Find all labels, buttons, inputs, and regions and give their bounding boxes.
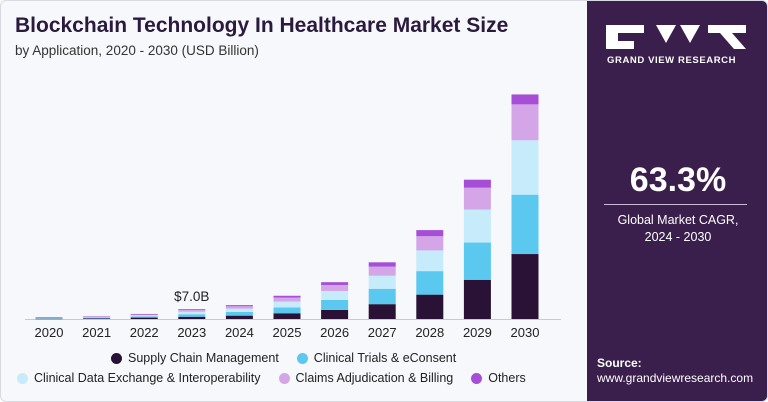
bar-segment — [35, 317, 63, 318]
bar-segment — [511, 104, 539, 141]
bar-segment — [273, 295, 301, 298]
legend-swatch — [17, 372, 28, 384]
bar-segment — [416, 294, 444, 319]
x-tick-label: 2022 — [130, 325, 159, 340]
x-tick-label: 2023 — [177, 325, 206, 340]
legend-swatch — [471, 372, 483, 384]
bar-segment — [463, 179, 491, 188]
data-label: $7.0B — [174, 289, 209, 304]
legend-item: Supply Chain Management — [111, 351, 279, 365]
x-tick-label: 2028 — [415, 325, 444, 340]
x-tick-label: 2030 — [511, 325, 540, 340]
bar-segment — [225, 312, 253, 316]
bar-segment — [511, 254, 539, 319]
bar-segment — [178, 316, 206, 319]
x-tick-label: 2029 — [463, 325, 492, 340]
legend-label: Claims Adjudication & Billing — [295, 371, 454, 385]
x-tick-label: 2025 — [273, 325, 302, 340]
bar-segment — [178, 309, 206, 311]
bar-segment — [368, 266, 396, 276]
bar-segment — [273, 307, 301, 314]
brand-name: GRAND VIEW RESEARCH — [607, 55, 737, 66]
bar-segment — [178, 311, 206, 315]
bar-segment — [511, 140, 539, 195]
bar-segment — [273, 297, 301, 302]
legend-row: Clinical Data Exchange & Interoperabilit… — [17, 371, 544, 387]
grand-view-research-logo — [606, 25, 746, 49]
bar-segment — [225, 308, 253, 312]
bar-segment — [83, 317, 111, 319]
bar-segment — [130, 315, 158, 317]
chart-subtitle: by Application, 2020 - 2030 (USD Billion… — [15, 43, 259, 58]
bar-segment — [416, 236, 444, 251]
bar-segment — [463, 242, 491, 280]
legend-label: Others — [488, 371, 526, 385]
bar-segment — [368, 288, 396, 305]
x-tick-label: 2027 — [368, 325, 397, 340]
bar-segment — [178, 310, 206, 312]
legend-item: Clinical Data Exchange & Interoperabilit… — [17, 371, 261, 385]
x-tick-label: 2026 — [320, 325, 349, 340]
bar-segment — [130, 317, 158, 319]
legend-item: Claims Adjudication & Billing — [278, 371, 454, 385]
bar-segment — [368, 262, 396, 267]
bar-segment — [83, 318, 111, 319]
legend-item: Others — [471, 371, 526, 385]
info-panel — [587, 1, 767, 401]
bar-segment — [83, 317, 111, 318]
bar-segment — [178, 314, 206, 317]
bar-segment — [83, 316, 111, 318]
cagr-value: 63.3% — [629, 161, 727, 199]
legend-swatch — [111, 352, 122, 364]
bar-segment — [321, 282, 349, 285]
bar-segment — [273, 313, 301, 319]
bar-segment — [511, 194, 539, 255]
legend-swatch — [296, 352, 308, 364]
bar-segment — [463, 209, 491, 243]
chart-title: Blockchain Technology In Healthcare Mark… — [15, 14, 509, 37]
legend-label: Clinical Data Exchange & Interoperabilit… — [34, 371, 261, 385]
bar-segment — [511, 94, 539, 105]
bar-segment — [463, 279, 491, 319]
bar-segment — [35, 318, 63, 320]
legend-row: Supply Chain Management Clinical Trials &… — [111, 351, 474, 367]
bar-segment — [321, 309, 349, 319]
legend-swatch — [278, 372, 290, 384]
source-url[interactable]: www.grandviewresearch.com — [597, 371, 754, 385]
legend-label: Clinical Trials & eConsent — [313, 351, 457, 365]
bar-segment — [416, 271, 444, 295]
bar-segment — [416, 250, 444, 272]
bar-segment — [321, 291, 349, 300]
bar-segment — [321, 299, 349, 310]
divider — [604, 204, 747, 205]
bar-segment — [368, 275, 396, 289]
bar-segment — [130, 313, 158, 315]
legend-item: Clinical Trials & eConsent — [296, 351, 457, 365]
bar-segment — [273, 301, 301, 308]
cagr-label-line1: Global Market CAGR, — [617, 213, 739, 227]
legend-label: Supply Chain Management — [128, 351, 279, 365]
bar-segment — [225, 306, 253, 309]
bar-segment — [368, 304, 396, 319]
x-tick-label: 2024 — [225, 325, 254, 340]
bar-segment — [130, 316, 158, 318]
bar-segment — [416, 230, 444, 237]
source-label: Source: — [597, 356, 642, 370]
x-tick-label: 2020 — [35, 325, 64, 340]
cagr-label: Global Market CAGR, 2024 - 2030 — [587, 212, 767, 246]
stacked-bar-chart: 2020 2021 2022 2023 $7.0B 2024 2025 2026 2027 202… — [25, 94, 561, 340]
bar-segment — [35, 318, 63, 319]
bar-segment — [225, 305, 253, 307]
bar-segment — [130, 314, 158, 316]
bar-segment — [463, 187, 491, 210]
bar-segment — [225, 315, 253, 319]
x-tick-label: 2021 — [82, 325, 111, 340]
bar-segment — [321, 284, 349, 291]
cagr-label-line2: 2024 - 2030 — [644, 230, 712, 244]
source: Source: www.grandviewresearch.com — [597, 356, 753, 386]
